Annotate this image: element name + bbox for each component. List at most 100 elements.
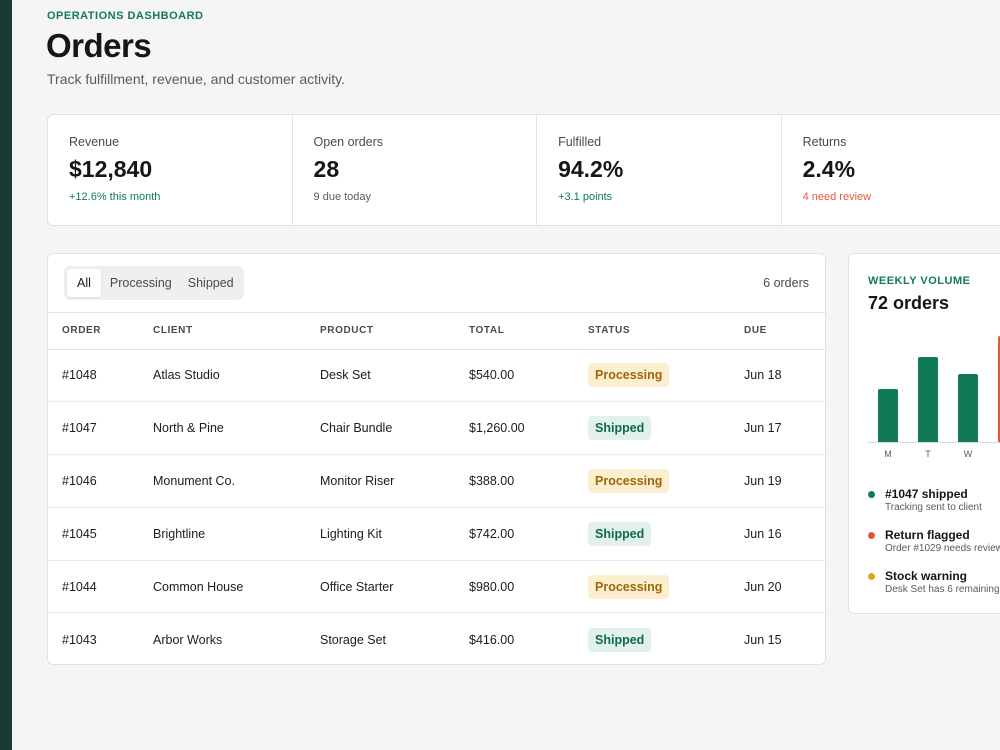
orders-panel: All Processing Shipped 6 orders ORDER CL… (47, 253, 826, 665)
volume-bar (998, 336, 1000, 442)
due-date-cell: Jun 19 (744, 454, 825, 508)
total-cell: $980.00 (469, 560, 588, 614)
table-row[interactable]: #1043 Arbor Works Storage Set $416.00 Shippe… (48, 613, 825, 664)
table-header-row: ORDER CLIENT PRODUCT TOTAL STATUS DUE (48, 313, 825, 350)
product-cell: Desk Set (320, 349, 469, 403)
activity-title: Return flagged (885, 528, 970, 542)
day-label: W (963, 449, 973, 459)
volume-bar (878, 389, 898, 442)
tab-all[interactable]: All (67, 269, 101, 297)
activity-item[interactable]: Stock warning Desk Set has 6 remaining (868, 569, 1000, 595)
orders-toolbar: All Processing Shipped 6 orders (48, 254, 825, 313)
table-row[interactable]: #1046 Monument Co. Monitor Riser $388.00 Pro… (48, 454, 825, 508)
total-cell: $416.00 (469, 632, 515, 647)
activity-subtitle: Tracking sent to client (885, 502, 982, 513)
status-dot-icon (868, 491, 875, 498)
order-id-cell: #1044 (48, 560, 153, 614)
kpi-note: 9 due today (313, 191, 372, 203)
due-date-cell: Jun 15 (744, 632, 782, 647)
status-badge: Processing (588, 363, 670, 388)
order-id-cell: #1046 (48, 454, 153, 508)
orders-table: ORDER CLIENT PRODUCT TOTAL STATUS DUE #1… (48, 313, 825, 664)
kpi-value: 28 (313, 156, 340, 182)
volume-bar (918, 357, 938, 442)
due-date-cell: Jun 20 (744, 560, 825, 614)
table-row[interactable]: #1044 Common House Office Starter $980.00 Pr… (48, 560, 825, 614)
status-badge: Shipped (588, 416, 652, 441)
column-header-order[interactable]: ORDER (48, 313, 153, 350)
status-badge: Processing (588, 468, 670, 493)
kpi-note: 4 need review (802, 191, 872, 203)
due-date-cell: Jun 16 (744, 507, 825, 561)
kpi-label: Fulfilled (558, 135, 602, 149)
status-cell: Shipped (588, 507, 744, 561)
chart-baseline (868, 442, 1000, 443)
kpi-summary: Revenue $12,840 +12.6% this month Open o… (47, 114, 1000, 226)
product-cell: Lighting Kit (320, 507, 469, 561)
volume-bar (958, 374, 978, 442)
column-header-status[interactable]: STATUS (588, 313, 744, 350)
status-filter-tabs: All Processing Shipped (64, 266, 244, 300)
status-dot-icon (868, 573, 875, 580)
activity-subtitle: Order #1029 needs review (885, 543, 1000, 554)
kpi-open-orders: Open orders 28 9 due today (293, 115, 538, 225)
activity-title: #1047 shipped (885, 487, 968, 501)
kpi-value: $12,840 (69, 156, 153, 182)
total-cell: $540.00 (469, 349, 588, 403)
due-date-cell: Jun 17 (744, 401, 825, 456)
day-label: T (925, 449, 931, 459)
column-header-total[interactable]: TOTAL (469, 313, 588, 350)
client-cell: North & Pine (153, 401, 320, 456)
kpi-note: +12.6% this month (69, 191, 161, 203)
product-cell: Monitor Riser (320, 454, 469, 508)
kpi-value: 94.2% (558, 156, 624, 182)
kpi-fulfilled: Fulfilled 94.2% +3.1 points (537, 115, 782, 225)
page-eyebrow: OPERATIONS DASHBOARD (47, 10, 204, 22)
product-cell: Office Starter (320, 560, 469, 614)
total-cell: $1,260.00 (469, 401, 588, 456)
column-header-due[interactable]: DUE (744, 313, 825, 350)
tab-processing[interactable]: Processing (109, 276, 172, 290)
weekly-volume-value: 72 orders (868, 293, 950, 313)
status-cell: Processing (588, 349, 744, 403)
kpi-revenue: Revenue $12,840 +12.6% this month (48, 115, 293, 225)
total-cell: $742.00 (469, 507, 588, 561)
table-row[interactable]: #1048 Atlas Studio Desk Set $540.00 Processi… (48, 349, 825, 403)
status-badge: Shipped (588, 627, 652, 652)
table-row[interactable]: #1045 Brightline Lighting Kit $742.00 Shippe… (48, 507, 825, 561)
status-dot-icon (868, 532, 875, 539)
weekly-volume-label: WEEKLY VOLUME (868, 275, 971, 287)
status-cell: Shipped (588, 401, 744, 456)
kpi-returns: Returns 2.4% 4 need review (782, 115, 1000, 225)
activity-title: Stock warning (885, 569, 968, 583)
kpi-label: Open orders (313, 135, 384, 149)
orders-table-body: #1048 Atlas Studio Desk Set $540.00 Processi… (48, 349, 825, 664)
status-cell: Processing (588, 560, 744, 614)
day-label: M (884, 449, 892, 459)
column-header-product[interactable]: PRODUCT (320, 313, 469, 350)
activity-item[interactable]: Return flagged Order #1029 needs review (868, 528, 1000, 554)
activity-subtitle: Desk Set has 6 remaining (885, 584, 1000, 595)
kpi-value: 2.4% (802, 156, 856, 182)
client-cell: Atlas Studio (153, 349, 320, 403)
client-cell: Arbor Works (153, 632, 223, 647)
table-row[interactable]: #1047 North & Pine Chair Bundle $1,260.00 Sh… (48, 401, 825, 456)
order-id-cell: #1043 (62, 632, 97, 647)
client-cell: Common House (153, 560, 320, 614)
column-header-client[interactable]: CLIENT (153, 313, 320, 350)
total-cell: $388.00 (469, 454, 588, 508)
status-badge: Shipped (588, 521, 652, 546)
client-cell: Brightline (153, 507, 320, 561)
order-id-cell: #1047 (48, 401, 153, 456)
product-cell: Chair Bundle (320, 401, 469, 456)
status-badge: Processing (588, 574, 670, 599)
order-id-cell: #1048 (48, 349, 153, 403)
tab-shipped[interactable]: Shipped (187, 276, 234, 290)
due-date-cell: Jun 18 (744, 349, 825, 403)
kpi-label: Returns (802, 135, 847, 149)
product-cell: Storage Set (320, 632, 387, 647)
status-cell: Shipped (588, 613, 744, 664)
activity-item[interactable]: #1047 shipped Tracking sent to client (868, 487, 1000, 513)
page-title: Orders (46, 27, 152, 64)
kpi-label: Revenue (69, 135, 120, 149)
